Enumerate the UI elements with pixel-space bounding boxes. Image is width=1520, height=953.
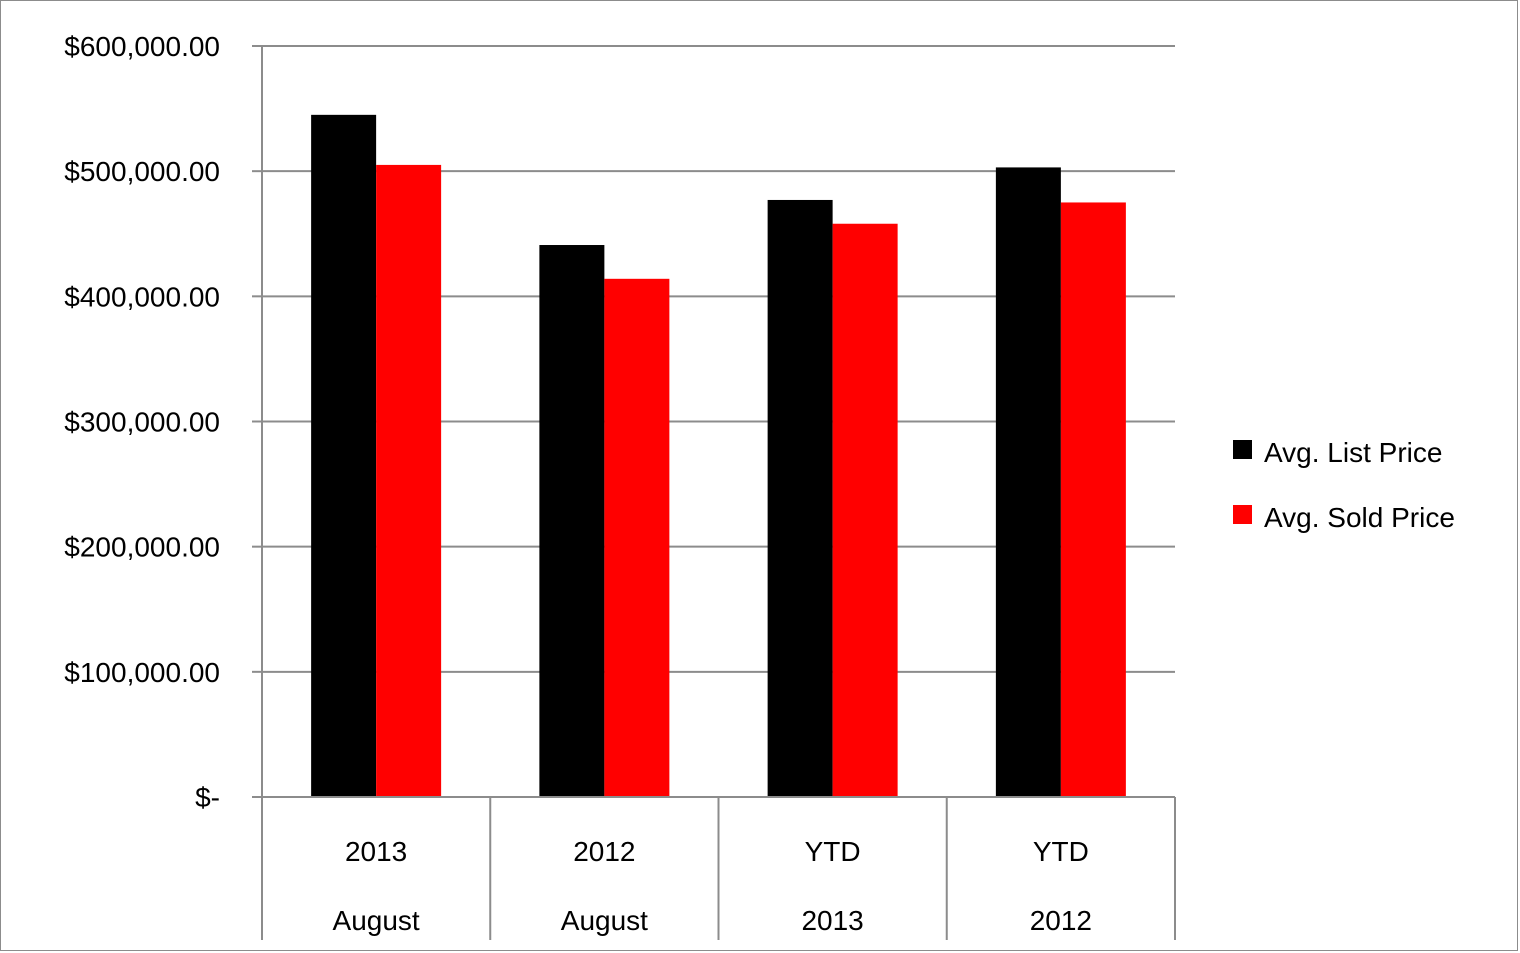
bar-sold-price: [376, 164, 442, 798]
y-tick-label: $500,000.00: [64, 156, 220, 187]
bar-sold-price: [832, 223, 898, 797]
category-label-line1: YTD: [1033, 836, 1089, 867]
legend: Avg. List Price Avg. Sold Price: [1233, 437, 1455, 533]
bar-list-price: [995, 167, 1061, 797]
x-axis-category-labels: 2013 August 2012 August YTD 2013 YTD 2012: [333, 836, 1092, 936]
y-tick-label: $600,000.00: [64, 31, 220, 62]
bar-list-price: [311, 114, 377, 797]
bars: [311, 114, 1126, 798]
y-tick-label: $400,000.00: [64, 281, 220, 312]
legend-label: Avg. Sold Price: [1264, 502, 1455, 533]
y-tick-label: $200,000.00: [64, 532, 220, 563]
category-label-line1: YTD: [805, 836, 861, 867]
bar-sold-price: [1060, 202, 1126, 798]
y-tick-label: $-: [195, 782, 220, 813]
y-axis-tick-labels: $- $100,000.00 $200,000.00 $300,000.00 $400,…: [64, 31, 220, 813]
y-tick-label: $300,000.00: [64, 407, 220, 438]
category-label-line2: August: [333, 905, 420, 936]
axes: [252, 45, 1176, 940]
bar-list-price: [539, 245, 605, 797]
y-tick-label: $100,000.00: [64, 657, 220, 688]
category-label-line2: 2012: [1030, 905, 1092, 936]
legend-swatch: [1233, 440, 1252, 459]
category-label-line1: 2013: [345, 836, 407, 867]
category-label-line2: August: [561, 905, 648, 936]
bar-list-price: [767, 199, 833, 797]
legend-swatch: [1233, 505, 1252, 524]
legend-label: Avg. List Price: [1264, 437, 1442, 468]
category-label-line2: 2013: [801, 905, 863, 936]
category-label-line1: 2012: [573, 836, 635, 867]
bar-sold-price: [604, 278, 670, 797]
